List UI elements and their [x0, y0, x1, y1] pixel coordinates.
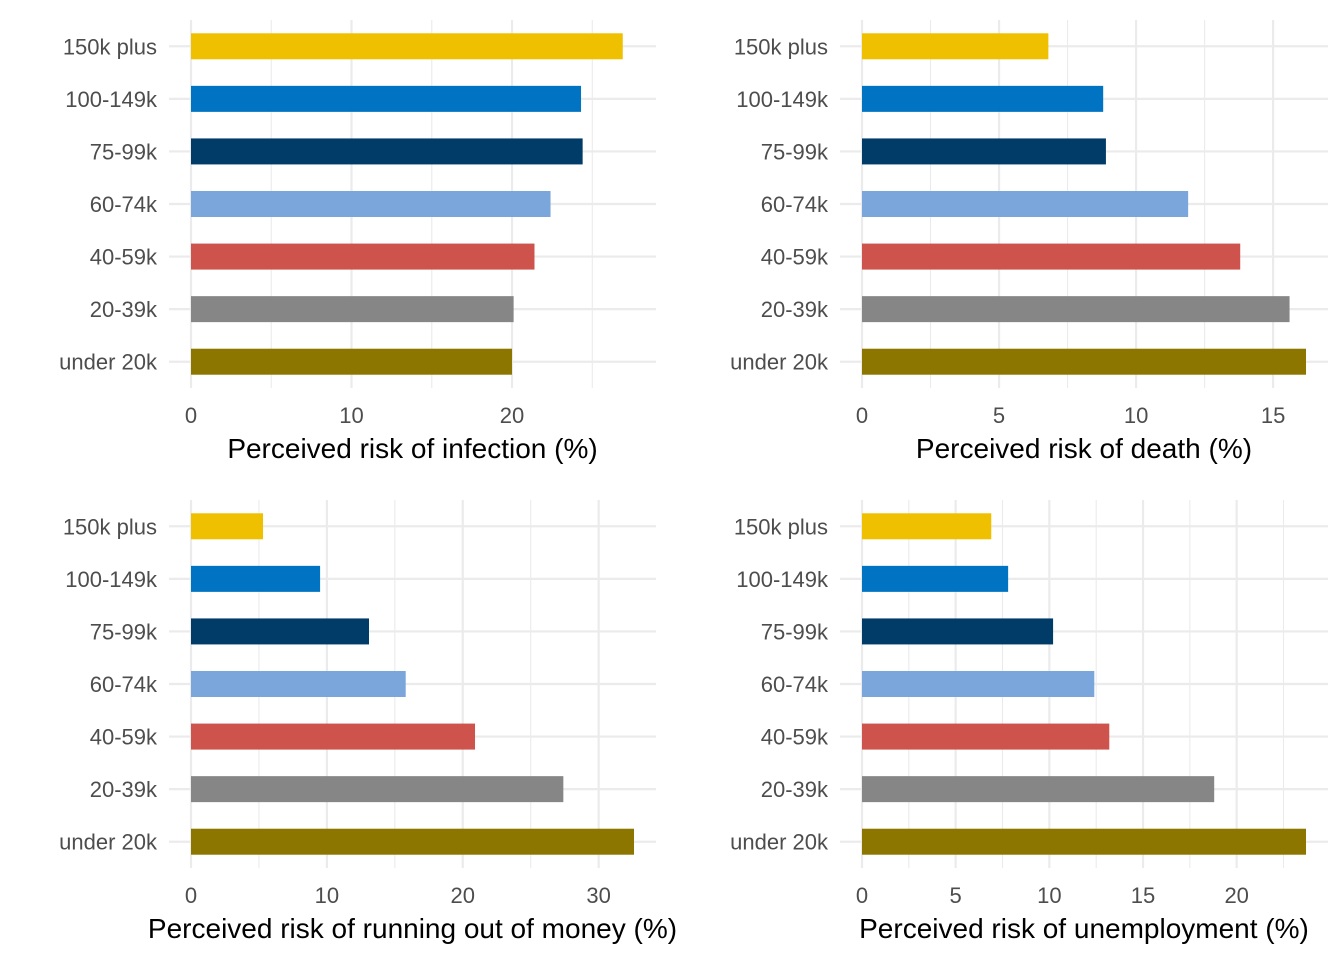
category-label: under 20k — [730, 830, 829, 855]
x-tick-label: 0 — [856, 883, 868, 908]
x-axis-title: Perceived risk of running out of money (… — [148, 913, 677, 944]
category-label: 40-59k — [90, 725, 158, 750]
x-tick-label: 10 — [1037, 883, 1061, 908]
x-tick-label: 20 — [1224, 883, 1248, 908]
bar-100-149k — [191, 85, 582, 112]
category-label: 20-39k — [761, 297, 829, 322]
bar-150k-plus — [862, 33, 1049, 60]
x-tick-label: 0 — [185, 403, 197, 428]
bar-40-59k — [191, 723, 476, 750]
bar-under-20k — [191, 348, 513, 375]
chart-panel-1: 0 10 20 under 20k 20-39k 40-59k 60-74k 75-99k 10… — [59, 20, 656, 464]
category-label: 60-74k — [90, 672, 158, 697]
bar-75-99k — [862, 618, 1054, 645]
chart-panel-3: 0 10 20 30 under 20k 20-39k 40-59k 60-74k 75-99k… — [59, 500, 677, 944]
bar-20-39k — [191, 296, 514, 323]
category-label: 75-99k — [90, 619, 158, 644]
x-tick-label: 20 — [451, 883, 475, 908]
x-tick-label: 10 — [1124, 403, 1148, 428]
category-label: 40-59k — [761, 245, 829, 270]
bar-60-74k — [191, 671, 406, 697]
bar-100-149k — [862, 565, 1009, 592]
bar-75-99k — [191, 138, 583, 165]
bar-100-149k — [862, 85, 1104, 112]
bar-under-20k — [862, 828, 1306, 855]
x-axis-title: Perceived risk of infection (%) — [227, 433, 597, 464]
category-label: 60-74k — [761, 672, 829, 697]
x-axis-title: Perceived risk of death (%) — [916, 433, 1252, 464]
x-tick-label: 0 — [185, 883, 197, 908]
category-label: 20-39k — [90, 777, 158, 802]
bar-100-149k — [191, 565, 321, 592]
bar-75-99k — [862, 138, 1106, 165]
x-tick-label: 5 — [950, 883, 962, 908]
category-label: under 20k — [59, 830, 158, 855]
x-tick-label: 5 — [993, 403, 1005, 428]
category-label: 75-99k — [90, 139, 158, 164]
bar-150k-plus — [191, 513, 264, 540]
bar-under-20k — [862, 348, 1306, 375]
x-tick-label: 10 — [339, 403, 363, 428]
category-label: 60-74k — [90, 192, 158, 217]
bar-under-20k — [191, 828, 634, 855]
category-label: 150k plus — [63, 34, 157, 59]
category-label: 100-149k — [65, 567, 158, 592]
category-label: 100-149k — [65, 87, 158, 112]
bar-40-59k — [862, 723, 1110, 750]
bar-20-39k — [862, 296, 1290, 323]
category-label: 75-99k — [761, 619, 829, 644]
bar-40-59k — [191, 243, 535, 270]
bar-40-59k — [862, 243, 1241, 270]
bar-75-99k — [191, 618, 370, 645]
category-label: 40-59k — [761, 725, 829, 750]
x-tick-label: 10 — [315, 883, 339, 908]
bar-150k-plus — [862, 513, 992, 540]
x-tick-label: 0 — [856, 403, 868, 428]
bar-20-39k — [862, 776, 1215, 803]
category-label: under 20k — [59, 350, 158, 375]
bar-60-74k — [862, 191, 1189, 217]
category-label: 75-99k — [761, 139, 829, 164]
x-axis-title: Perceived risk of unemployment (%) — [859, 913, 1309, 944]
bar-150k-plus — [191, 33, 623, 60]
chart-panel-2: 0 5 10 15 under 20k 20-39k 40-59k 60-74k 75-99k 1… — [730, 20, 1328, 464]
bar-60-74k — [191, 191, 551, 217]
bar-60-74k — [862, 671, 1095, 697]
x-tick-label: 30 — [586, 883, 610, 908]
category-label: 20-39k — [761, 777, 829, 802]
category-label: 60-74k — [761, 192, 829, 217]
chart-panel-4: 0 5 10 15 20 under 20k 20-39k 40-59k 60-74k 75-99… — [730, 500, 1328, 944]
x-tick-label: 20 — [500, 403, 524, 428]
category-label: 150k plus — [734, 514, 828, 539]
x-tick-label: 15 — [1261, 403, 1285, 428]
category-label: 20-39k — [90, 297, 158, 322]
x-tick-label: 15 — [1131, 883, 1155, 908]
category-label: 40-59k — [90, 245, 158, 270]
category-label: 150k plus — [734, 34, 828, 59]
category-label: 150k plus — [63, 514, 157, 539]
bar-20-39k — [191, 776, 564, 803]
category-label: 100-149k — [736, 87, 829, 112]
category-label: under 20k — [730, 350, 829, 375]
category-label: 100-149k — [736, 567, 829, 592]
